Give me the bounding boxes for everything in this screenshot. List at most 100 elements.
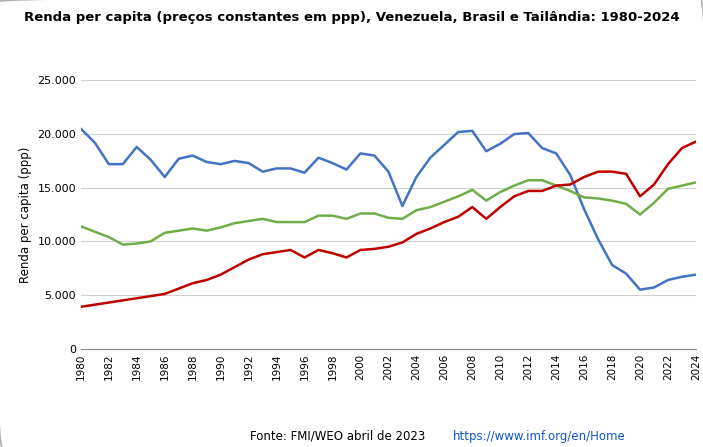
Venezuela [286, 166, 295, 171]
Venezuela [622, 271, 631, 276]
Tailândia [202, 277, 211, 283]
Tailândia [538, 188, 546, 194]
Tailândia [440, 219, 449, 225]
Venezuela [482, 148, 491, 154]
Venezuela [552, 151, 560, 156]
Brasil [188, 226, 197, 231]
Brasil [328, 213, 337, 218]
Brasil [594, 196, 602, 201]
Tailândia [328, 250, 337, 256]
Brasil [91, 229, 99, 234]
Tailândia [496, 204, 505, 210]
Tailândia [692, 139, 700, 144]
Brasil [202, 228, 211, 233]
Tailândia [664, 161, 672, 167]
Tailândia [342, 255, 351, 260]
Tailândia [105, 300, 113, 305]
Brasil [678, 183, 686, 188]
Venezuela [608, 262, 617, 268]
Tailândia [426, 226, 434, 231]
Venezuela [510, 131, 518, 137]
Brasil [286, 219, 295, 225]
Venezuela [174, 156, 183, 161]
Venezuela [496, 141, 505, 147]
Venezuela [300, 170, 309, 175]
Tailândia [678, 145, 686, 151]
Venezuela [524, 131, 532, 136]
Brasil [105, 234, 113, 240]
Brasil [259, 216, 267, 222]
Tailândia [370, 246, 379, 252]
Tailândia [356, 247, 365, 253]
Tailândia [468, 204, 477, 210]
Brasil [426, 204, 434, 210]
Venezuela [119, 161, 127, 167]
Brasil [566, 188, 574, 194]
Tailândia [272, 249, 280, 255]
Brasil [133, 241, 141, 246]
Brasil [524, 177, 532, 183]
Brasil [636, 212, 644, 217]
Venezuela [664, 277, 672, 283]
Venezuela [454, 129, 463, 135]
Brasil [245, 218, 253, 224]
Text: Renda per capita (preços constantes em ppp), Venezuela, Brasil e Tailândia: 1980: Renda per capita (preços constantes em p… [24, 11, 679, 24]
Venezuela [91, 140, 99, 145]
Brasil [77, 224, 85, 229]
Tailândia [314, 247, 323, 253]
Venezuela [217, 161, 225, 167]
Venezuela [160, 174, 169, 180]
Text: https://www.imf.org/en/Home: https://www.imf.org/en/Home [453, 430, 626, 443]
Tailândia [245, 257, 253, 262]
Venezuela [594, 236, 602, 242]
Venezuela [692, 272, 700, 277]
Brasil [608, 198, 617, 203]
Brasil [496, 190, 505, 195]
Brasil [370, 211, 379, 216]
Tailândia [259, 252, 267, 257]
Venezuela [650, 285, 658, 290]
Brasil [552, 183, 560, 188]
Tailândia [217, 272, 225, 277]
Brasil [664, 186, 672, 191]
Tailândia [566, 182, 574, 187]
Tailândia [133, 295, 141, 301]
Brasil [356, 211, 365, 216]
Tailândia [510, 194, 518, 199]
Tailândia [286, 247, 295, 253]
Venezuela [468, 128, 477, 134]
Tailândia [580, 174, 588, 180]
Tailândia [91, 302, 99, 308]
Venezuela [328, 160, 337, 166]
Venezuela [146, 157, 155, 163]
Venezuela [412, 174, 420, 180]
Tailândia [608, 169, 617, 174]
Tailândia [385, 244, 393, 249]
Venezuela [566, 172, 574, 177]
Brasil [119, 242, 127, 247]
Venezuela [202, 159, 211, 164]
Brasil [385, 215, 393, 220]
Brasil [650, 200, 658, 206]
Venezuela [580, 207, 588, 212]
Tailândia [524, 188, 532, 194]
Brasil [300, 219, 309, 225]
Brasil [146, 239, 155, 244]
Tailândia [650, 182, 658, 187]
Tailândia [231, 265, 239, 270]
Brasil [538, 177, 546, 183]
Tailândia [146, 293, 155, 299]
Venezuela [77, 126, 85, 131]
Venezuela [105, 161, 113, 167]
Brasil [580, 195, 588, 200]
Tailândia [482, 216, 491, 222]
Venezuela [678, 274, 686, 279]
Tailândia [398, 240, 406, 245]
Tailândia [77, 304, 85, 309]
Brasil [482, 198, 491, 203]
Tailândia [412, 231, 420, 236]
Tailândia [594, 169, 602, 174]
Brasil [622, 201, 631, 207]
Venezuela [259, 169, 267, 174]
Venezuela [398, 203, 406, 209]
